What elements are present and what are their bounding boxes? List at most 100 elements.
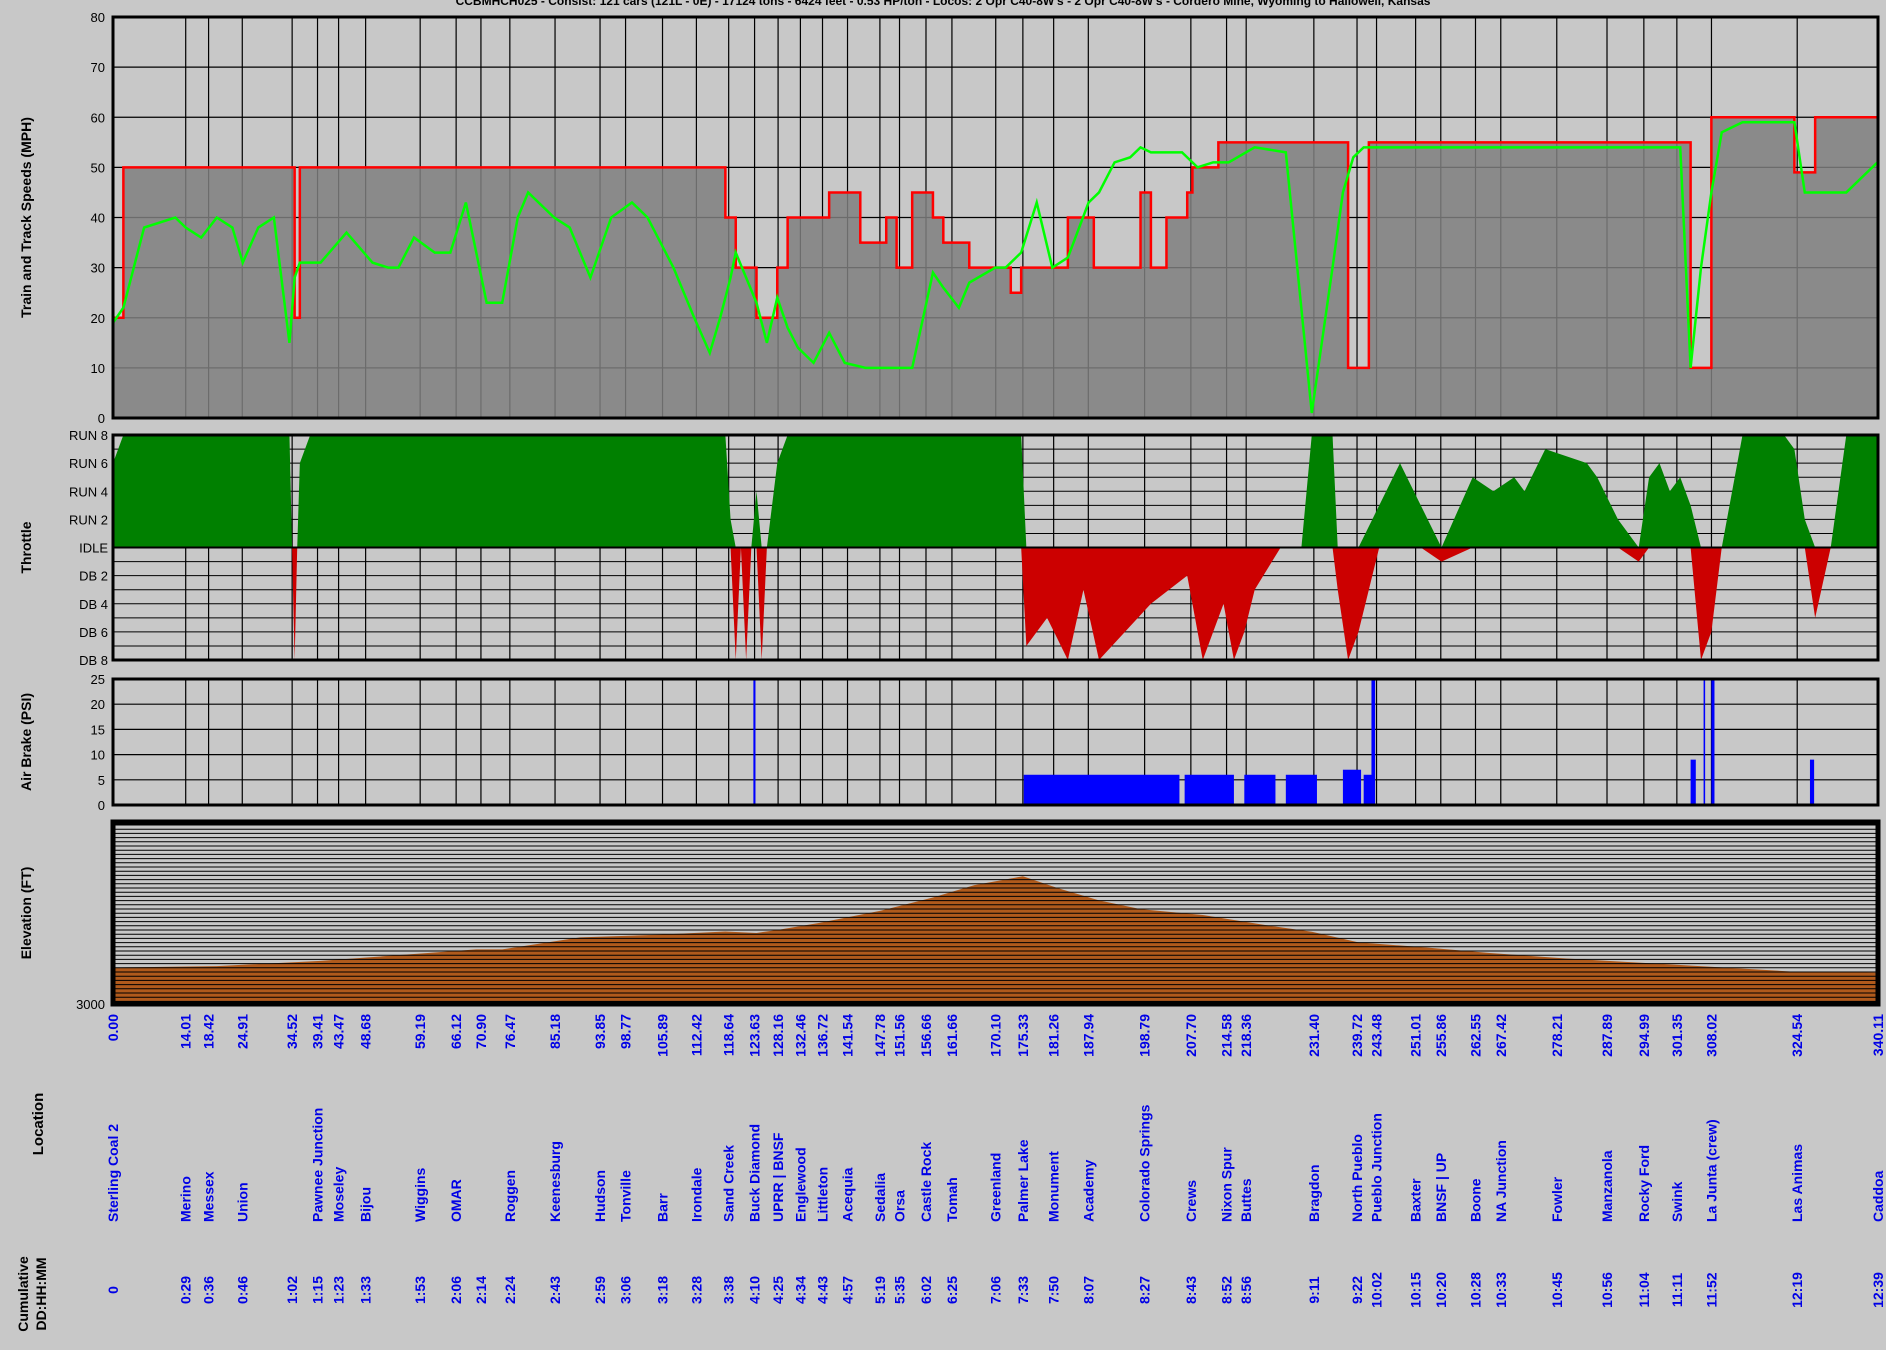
station-milepost: 278.21 [1549,1014,1565,1057]
station-cumulative-time: 5:35 [892,1276,908,1304]
station-cumulative-time: 12:39 [1870,1272,1886,1308]
station-name: Caddoa [1870,1170,1886,1222]
station-name: Acequia [840,1167,856,1222]
train-speed-line [111,121,1879,414]
throttle-level-label: RUN 2 [69,512,108,527]
station-name: NA Junction [1493,1140,1509,1222]
station-name: Nixon Spur [1219,1147,1235,1222]
panel-frame-thr [111,433,1880,662]
elevation-ylabel: Elevation (FT) [18,867,34,960]
station-name: Crews [1183,1180,1199,1222]
station-milepost: 340.11 [1870,1014,1886,1056]
station-name: Keenesburg [547,1141,563,1222]
station-milepost: 301.35 [1669,1014,1685,1057]
station-name: Englewood [792,1147,808,1222]
station-cumulative-time: 9:22 [1349,1276,1365,1304]
station-milepost: 294.99 [1636,1014,1652,1057]
airbrake-bar [1690,759,1696,805]
station-milepost: 118.64 [721,1014,737,1056]
airbrake-bar [1342,769,1362,805]
station-name: OMAR [448,1179,464,1222]
station-name: Tomah [944,1177,960,1222]
station-name: Barr [655,1193,671,1222]
station-name: Monument [1046,1151,1062,1222]
station-cumulative-time: 1:33 [358,1276,374,1304]
station-cumulative-time: 5:19 [872,1276,888,1304]
airbrake-bar [1244,774,1276,805]
station-name: Littleton [815,1167,831,1222]
station-name: Buttes [1238,1178,1254,1222]
airbrake-bar [1023,774,1180,805]
station-milepost: 243.48 [1369,1014,1385,1057]
station-milepost: 85.18 [547,1014,563,1049]
station-name: Pawnee Junction [310,1108,326,1222]
station-name: Colorado Springs [1137,1104,1153,1222]
speed-ytick: 50 [91,160,105,175]
station-name: Bragdon [1306,1164,1322,1222]
cumulative-row-label: Cumulative [15,1256,31,1332]
station-milepost: 207.70 [1183,1014,1199,1057]
station-milepost: 105.89 [655,1014,671,1057]
station-name: La Junta (crew) [1703,1119,1719,1222]
station-cumulative-time: 6:25 [944,1276,960,1304]
station-milepost: 218.36 [1238,1014,1254,1057]
speed-ytick: 30 [91,261,105,276]
station-cumulative-time: 10:20 [1433,1272,1449,1308]
throttle-level-label: DB 4 [79,597,108,612]
throttle-level-label: IDLE [79,541,108,556]
station-cumulative-time: 11:11 [1669,1273,1685,1307]
station-milepost: 147.78 [872,1014,888,1057]
station-cumulative-time: 0:46 [234,1276,250,1304]
station-name: Sand Creek [721,1145,737,1222]
airbrake-bar [1809,759,1815,805]
station-cumulative-time: 7:50 [1046,1276,1062,1304]
speed-ytick: 40 [91,211,105,226]
station-milepost: 59.19 [412,1014,428,1049]
airbrake-bar [1184,774,1234,805]
station-cumulative-time: 10:56 [1599,1272,1615,1308]
station-milepost: 24.91 [234,1014,250,1049]
station-milepost: 308.02 [1703,1014,1719,1057]
station-name: Sedalia [872,1173,888,1222]
station-name: Greenland [988,1153,1004,1222]
station-name: BNSF | UP [1433,1153,1449,1222]
station-cumulative-time: 7:33 [1015,1276,1031,1304]
airbrake-bar [1363,774,1375,805]
station-cumulative-time: 8:07 [1080,1276,1096,1304]
station-cumulative-time: 10:15 [1408,1272,1424,1308]
throttle-ylabel: Throttle [18,521,34,573]
station-cumulative-time: 2:59 [592,1276,608,1304]
station-cumulative-time: 8:27 [1137,1276,1153,1304]
cumulative-units-label: DD:HH:MM [33,1257,49,1330]
airbrake-bar [1711,679,1715,805]
station-cumulative-time: 6:02 [918,1276,934,1304]
station-cumulative-time: 2:43 [547,1276,563,1304]
elevation-bottom-tick: 3000 [76,997,105,1012]
station-milepost: 98.77 [618,1014,634,1049]
station-name: Pueblo Junction [1369,1113,1385,1222]
station-cumulative-time: 3:38 [721,1276,737,1304]
airbrake-bar [753,679,756,805]
station-cumulative-time: 8:56 [1238,1276,1254,1304]
station-name: Hudson [592,1170,608,1222]
station-name: Wiggins [412,1167,428,1222]
station-name: Rocky Ford [1636,1145,1652,1222]
station-milepost: 43.47 [331,1014,347,1049]
airbrake-ytick: 0 [98,798,105,813]
station-cumulative-time: 3:28 [688,1276,704,1304]
airbrake-bar [1703,679,1706,805]
station-cumulative-time: 4:43 [815,1276,831,1304]
station-cumulative-time: 2:14 [473,1276,489,1304]
throttle-dynamic-brake-area [113,547,1878,660]
station-milepost: 39.41 [310,1014,326,1049]
speed-ytick: 0 [98,411,105,426]
station-milepost: 128.16 [770,1014,786,1057]
station-milepost: 156.66 [918,1014,934,1057]
station-cumulative-time: 1:53 [412,1276,428,1304]
station-milepost: 132.46 [792,1014,808,1057]
station-cumulative-time: 1:15 [310,1276,326,1304]
station-name: Messex [201,1171,217,1222]
station-name: Tonville [618,1170,634,1222]
station-name: Union [234,1182,250,1222]
station-cumulative-time: 11:04 [1636,1272,1652,1307]
